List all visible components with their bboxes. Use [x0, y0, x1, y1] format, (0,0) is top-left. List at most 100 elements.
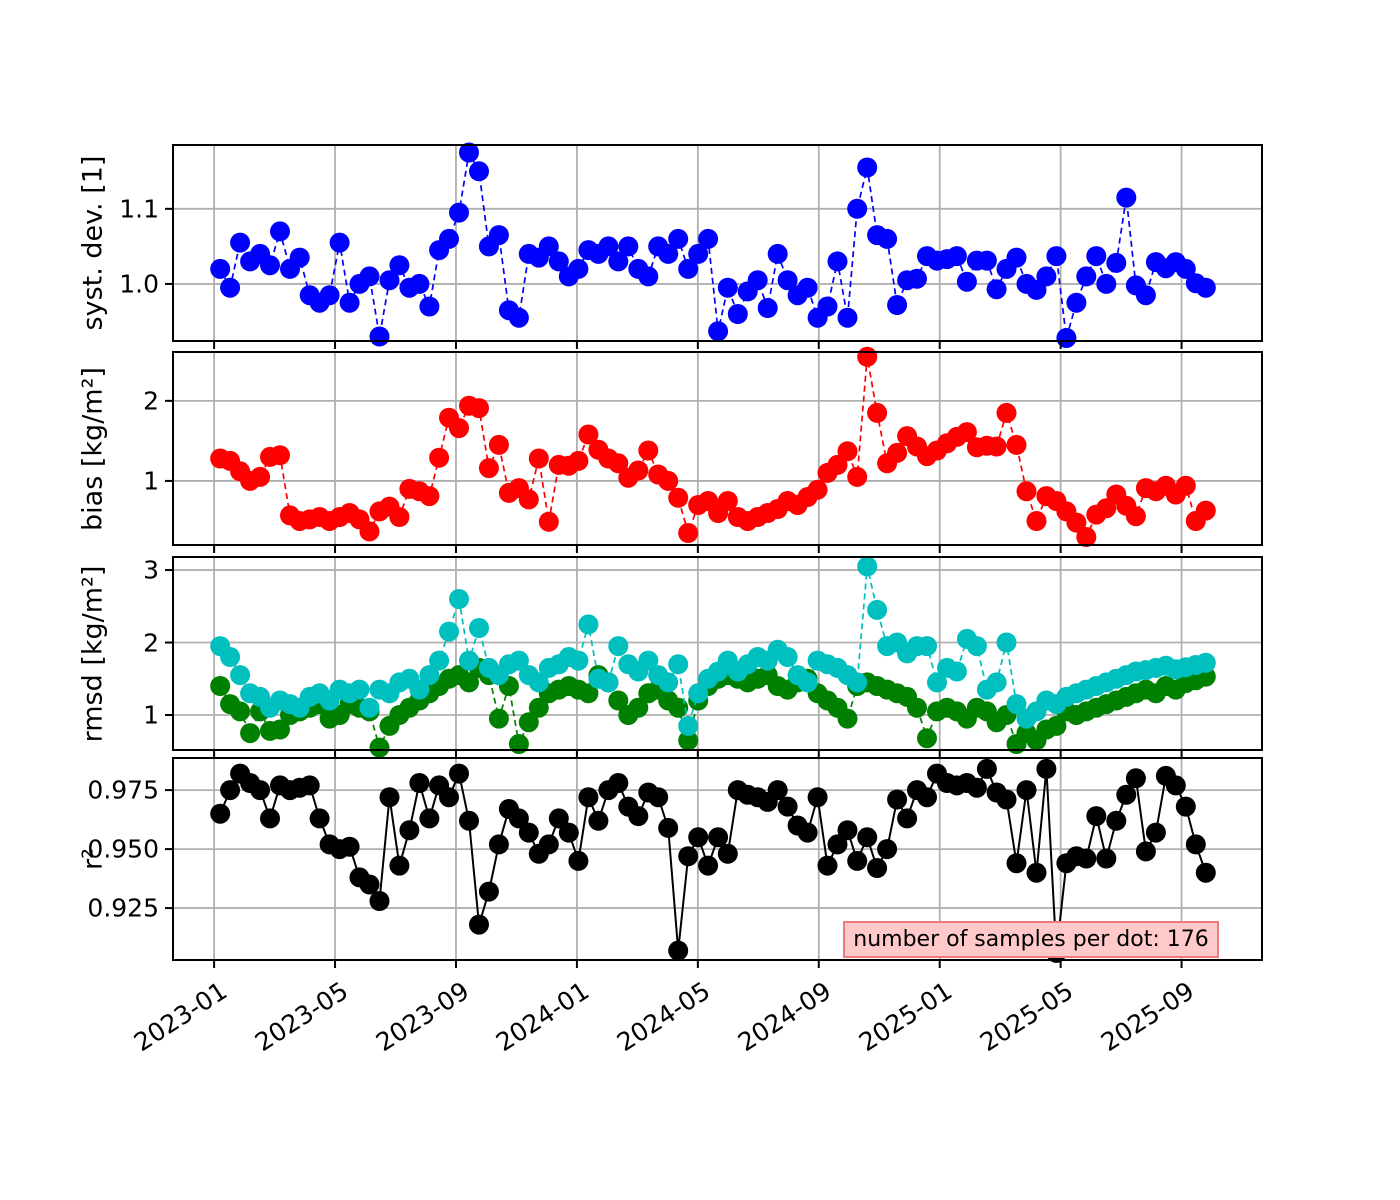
data-point-r-squared [887, 789, 908, 810]
data-point-syst-dev [1076, 266, 1097, 287]
data-point-r-squared [399, 820, 420, 841]
data-point-r-squared [518, 822, 539, 843]
data-point-rmsd-cyan [439, 621, 459, 642]
data-point-rmsd-green [528, 697, 549, 718]
axes-frame [172, 351, 1263, 546]
data-point-syst-dev [369, 326, 390, 347]
data-point-bias [996, 402, 1017, 423]
data-point-bias [429, 447, 450, 468]
data-point-bias [956, 422, 977, 443]
x-tick-label: 2024-01 [491, 976, 595, 1058]
data-point-bias [857, 346, 878, 367]
data-point-rmsd-cyan [917, 636, 937, 657]
x-tick-label: 2024-09 [733, 976, 837, 1058]
y-tick-label: 0.975 [87, 775, 159, 805]
data-point-r-squared [827, 834, 848, 855]
data-point-r-squared [628, 806, 649, 827]
data-point-r-squared [389, 855, 410, 876]
data-point-syst-dev [210, 258, 231, 279]
data-point-bias [449, 418, 469, 439]
data-point-bias [608, 453, 629, 474]
data-point-syst-dev [419, 296, 440, 317]
data-point-r-squared [797, 822, 818, 843]
data-point-r-squared [299, 775, 320, 796]
data-point-syst-dev [270, 221, 290, 242]
data-point-rmsd-green [668, 697, 689, 718]
data-point-syst-dev [658, 243, 679, 264]
x-tick-label: 2025-05 [975, 976, 1079, 1058]
data-point-bias [1026, 511, 1047, 531]
data-point-rmsd-cyan [469, 618, 489, 638]
data-point-rmsd-cyan [1006, 694, 1027, 715]
series-bias [210, 346, 1216, 547]
y-tick-label: 0.950 [87, 834, 159, 864]
data-point-r-squared [588, 810, 609, 831]
data-point-rmsd-green [837, 708, 858, 729]
data-point-bias [1096, 498, 1117, 519]
data-point-r-squared [1006, 853, 1027, 874]
data-point-syst-dev [698, 228, 719, 249]
data-point-r-squared [648, 787, 669, 808]
data-point-r-squared [678, 846, 699, 867]
data-point-r-squared [996, 789, 1017, 810]
data-point-syst-dev [339, 292, 360, 313]
data-point-rmsd-cyan [459, 650, 479, 671]
data-point-syst-dev [727, 304, 748, 324]
data-point-syst-dev [887, 295, 908, 315]
data-point-bias [1175, 475, 1196, 496]
data-point-r-squared [558, 822, 579, 843]
axes-frame [172, 556, 1263, 751]
y-tick-label: 3 [143, 555, 159, 585]
data-point-syst-dev [638, 266, 659, 287]
data-point-bias [578, 424, 599, 445]
data-point-r-squared [568, 850, 589, 871]
data-point-rmsd-cyan [220, 647, 241, 667]
data-point-bias [887, 442, 908, 463]
data-point-syst-dev [827, 251, 848, 272]
data-point-rmsd-cyan [867, 599, 888, 620]
data-point-rmsd-cyan [847, 672, 868, 693]
data-point-bias [419, 486, 440, 507]
data-point-rmsd-green [369, 737, 390, 758]
data-point-rmsd-cyan [608, 636, 629, 657]
data-point-r-squared [1026, 862, 1047, 883]
data-point-rmsd-cyan [409, 679, 430, 700]
samples-annotation-text: number of samples per dot: 176 [853, 927, 1209, 952]
data-point-r-squared [1175, 796, 1196, 817]
data-point-r-squared [369, 891, 390, 911]
data-point-rmsd-cyan [449, 589, 469, 609]
data-point-bias [1076, 527, 1097, 547]
data-point-rmsd-cyan [578, 614, 599, 635]
y-tick-label: 1 [143, 700, 159, 730]
y-tick-label: 1.1 [119, 194, 159, 224]
data-point-r-squared [857, 827, 878, 848]
data-point-syst-dev [439, 228, 459, 249]
data-point-syst-dev [1106, 252, 1127, 273]
data-point-syst-dev [777, 270, 798, 291]
data-point-syst-dev [717, 277, 738, 298]
data-point-r-squared [658, 817, 679, 838]
data-point-r-squared [767, 780, 788, 801]
y-tick-label: 0.925 [87, 893, 159, 923]
data-point-rmsd-cyan [678, 715, 699, 736]
data-point-r-squared [538, 834, 559, 855]
data-point-syst-dev [708, 321, 729, 342]
data-point-r-squared [976, 758, 997, 779]
series-rmsd-cyan [210, 556, 1216, 736]
data-point-rmsd-green [210, 676, 231, 696]
data-point-r-squared [1116, 784, 1137, 805]
data-point-rmsd-cyan [1195, 652, 1216, 673]
y-tick-label: 1.0 [119, 269, 159, 299]
tick-marks [165, 569, 1183, 758]
data-point-r-squared [309, 808, 330, 829]
data-point-rmsd-cyan [598, 672, 619, 693]
series-syst-dev [210, 142, 1216, 348]
data-point-rmsd-green [518, 712, 539, 733]
data-point-r-squared [837, 820, 858, 841]
data-point-syst-dev [538, 236, 559, 257]
data-point-r-squared [1096, 848, 1117, 869]
data-point-bias [1125, 506, 1146, 527]
data-point-rmsd-cyan [359, 697, 380, 718]
data-point-rmsd-green [270, 719, 290, 740]
data-point-bias [488, 434, 509, 455]
